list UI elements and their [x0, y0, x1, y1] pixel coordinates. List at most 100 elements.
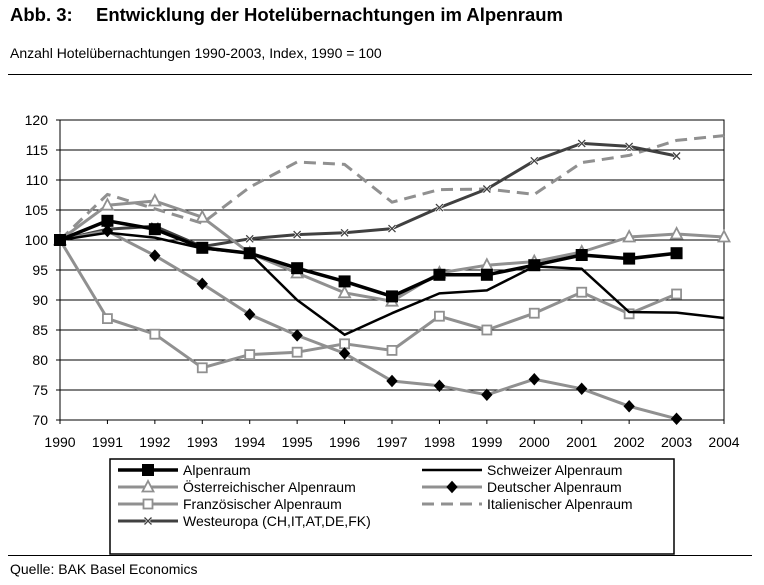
data-point-triangle-open [100, 197, 115, 211]
series-line [58, 239, 678, 370]
data-point-square-open [196, 362, 208, 374]
series-line [59, 141, 677, 249]
legend-item: Schweizer Alpenraum [422, 462, 622, 478]
legend-box [109, 458, 675, 555]
data-point-diamond-filled [244, 308, 256, 321]
y-tick-label: 90 [32, 292, 48, 308]
x-tick-label: 1995 [282, 434, 313, 450]
series-line [59, 219, 677, 299]
data-point-x [435, 203, 444, 212]
data-point-square-open [339, 338, 350, 350]
data-point-square-open [291, 346, 303, 358]
data-point-x [388, 224, 396, 233]
data-point-square-filled [623, 252, 636, 265]
data-point-diamond-filled [338, 347, 351, 360]
series-alpenraum [54, 214, 683, 303]
data-point-diamond-filled [446, 480, 458, 494]
data-point-diamond-filled [670, 412, 683, 426]
y-tick-label: 105 [25, 202, 49, 218]
data-point-x [340, 228, 349, 237]
data-point-square-filled [338, 275, 351, 288]
data-point-square-filled [291, 262, 304, 275]
x-tick-label: 1997 [376, 434, 407, 450]
chart-subtitle: Anzahl Hotelübernachtungen 1990-2003, In… [10, 45, 382, 61]
data-point-x [482, 185, 491, 193]
legend-label: Westeuropa (CH,IT,AT,DE,FK) [183, 513, 371, 529]
legend-label: Französischer Alpenraum [183, 496, 342, 512]
legend-label: Italienischer Alpenraum [487, 496, 633, 512]
data-point-square-filled [386, 290, 398, 303]
data-point-square-open [102, 313, 113, 325]
legend-item: Westeuropa (CH,IT,AT,DE,FK) [118, 513, 371, 529]
data-point-square-filled [148, 223, 161, 236]
x-tick-label: 1999 [471, 434, 502, 450]
x-tick-label: 1998 [424, 434, 455, 450]
top-divider [8, 74, 752, 75]
legend-item: Französischer Alpenraum [118, 496, 342, 512]
y-tick-label: 80 [32, 352, 48, 368]
data-point-square-open [244, 349, 256, 361]
x-tick-label: 1992 [139, 434, 170, 450]
data-point-triangle-open [717, 229, 731, 243]
x-tick-label: 2004 [708, 434, 739, 450]
data-point-square-open [142, 498, 154, 510]
legend-label: Schweizer Alpenraum [487, 462, 622, 478]
data-point-diamond-filled [481, 388, 493, 402]
data-point-square-filled [243, 247, 256, 260]
data-point-square-filled [142, 464, 154, 476]
data-point-square-filled [670, 247, 683, 260]
data-point-triangle-open [195, 209, 210, 223]
figure-heading: Abb. 3: Entwicklung der Hotelübernachtung… [10, 4, 563, 26]
series-schweizer-alpenraum [59, 231, 725, 337]
legend-item: Deutscher Alpenraum [422, 479, 622, 495]
y-tick-label: 85 [32, 322, 48, 338]
data-point-square-open [671, 288, 682, 300]
legend-label: Deutscher Alpenraum [487, 479, 622, 495]
data-point-diamond-filled [196, 277, 208, 291]
data-point-diamond-filled [623, 399, 635, 413]
data-point-diamond-filled [528, 372, 540, 386]
data-point-x [625, 142, 634, 151]
data-point-square-filled [101, 214, 114, 227]
data-point-square-open [576, 286, 588, 298]
figure-label: Abb. 3: [10, 4, 73, 25]
x-tick-label: 1996 [329, 434, 360, 450]
data-point-triangle-open [622, 229, 637, 243]
data-point-triangle-open [147, 193, 162, 207]
data-point-square-filled [528, 259, 541, 272]
y-tick-label: 115 [26, 142, 49, 158]
data-point-x [530, 156, 539, 165]
data-point-square-open [528, 307, 540, 319]
x-tick-label: 1993 [187, 434, 218, 450]
y-tick-label: 75 [32, 382, 48, 398]
data-point-square-open [623, 308, 635, 320]
legend-label: Alpenraum [183, 462, 251, 478]
figure-title: Entwicklung der Hotelübernachtungen im A… [96, 4, 563, 25]
x-tick-label: 2003 [661, 434, 692, 450]
legend-item: Italienischer Alpenraum [422, 496, 633, 512]
data-point-square-filled [196, 241, 209, 254]
data-point-square-open [386, 344, 398, 356]
data-point-square-open [149, 328, 161, 340]
y-tick-label: 70 [32, 412, 48, 428]
data-point-x [245, 234, 254, 243]
data-point-square-open [481, 324, 493, 336]
data-point-x [577, 139, 586, 148]
series-italienischer-alpenraum [58, 134, 725, 242]
x-tick-label: 2002 [614, 434, 645, 450]
data-point-x [144, 517, 152, 525]
x-tick-label: 2001 [566, 434, 597, 450]
data-point-square-filled [433, 268, 446, 281]
data-point-square-filled [480, 268, 493, 281]
y-tick-label: 120 [25, 112, 49, 128]
y-tick-label: 95 [32, 262, 48, 278]
series-line [59, 229, 677, 421]
series-line [58, 134, 725, 242]
series-franz-sischer-alpenraum [54, 234, 682, 374]
y-tick-label: 110 [26, 172, 49, 188]
data-point-diamond-filled [291, 329, 303, 342]
data-point-diamond-filled [386, 374, 398, 388]
data-point-diamond-filled [149, 249, 161, 262]
data-point-triangle-open [141, 479, 155, 493]
